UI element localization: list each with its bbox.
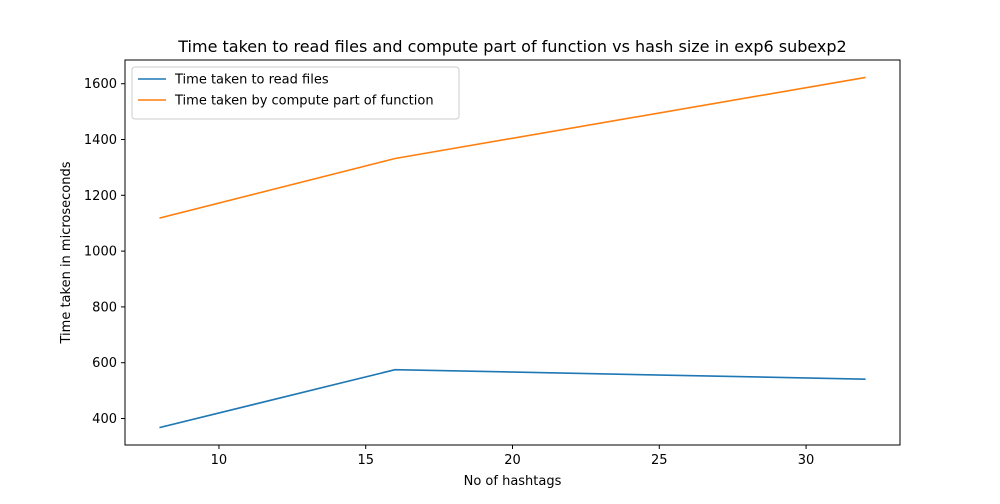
legend-label-2: Time taken by compute part of function <box>174 94 434 109</box>
x-tick-label: 20 <box>504 453 521 468</box>
y-tick-label: 600 <box>92 356 117 371</box>
series-line-1 <box>159 368 866 429</box>
x-axis-label: No of hashtags <box>464 474 562 489</box>
x-tick-label: 10 <box>211 453 228 468</box>
y-tick-label: 1400 <box>84 133 117 148</box>
y-tick-label: 400 <box>92 412 117 427</box>
x-tick-label: 25 <box>651 453 668 468</box>
y-tick-label: 1000 <box>84 245 117 260</box>
chart-title: Time taken to read files and compute par… <box>177 37 846 56</box>
x-tick-label: 15 <box>357 453 374 468</box>
x-tick-label: 30 <box>798 453 815 468</box>
legend-box <box>131 66 460 120</box>
legend-label-1: Time taken to read files <box>174 73 329 88</box>
y-axis-label: Time taken in microseconds <box>59 161 74 344</box>
y-tick-label: 1600 <box>84 77 117 92</box>
y-tick-label: 1200 <box>84 189 117 204</box>
series-line-2 <box>159 76 866 219</box>
plot-area: 10 15 20 25 30 400 600 800 1000 1200 1400 1600 Time … <box>84 59 901 468</box>
y-tick-label: 800 <box>92 300 117 315</box>
